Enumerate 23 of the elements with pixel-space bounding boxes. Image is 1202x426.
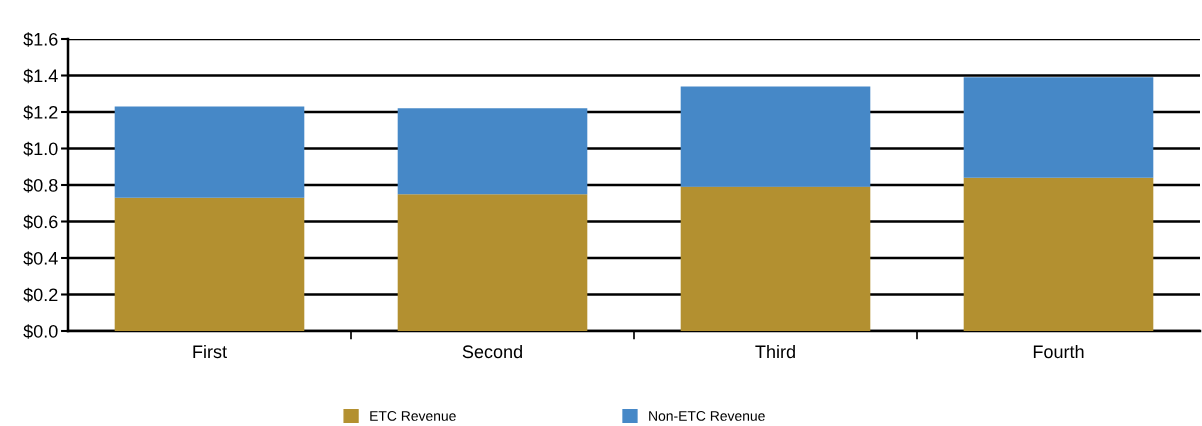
bar (963, 77, 1154, 178)
legend-label: ETC Revenue (370, 411, 456, 421)
x-tick-label: First (193, 344, 227, 359)
bar (397, 194, 588, 331)
bar (680, 86, 871, 187)
bar (114, 197, 305, 331)
x-tick-label: Third (755, 344, 795, 359)
x-tick-label: Second (462, 344, 522, 359)
y-tick-label: $0.2 (23, 287, 58, 303)
y-tick-label: $1.4 (23, 68, 58, 84)
bar (397, 108, 588, 195)
y-tick-label: $0.4 (23, 251, 58, 266)
bar (680, 186, 871, 331)
y-tick-label: $0.8 (23, 178, 58, 193)
y-tick-label: $0.0 (23, 324, 58, 339)
bar (963, 177, 1154, 331)
bar (114, 106, 305, 198)
y-tick-label: $1.2 (23, 105, 58, 120)
y-tick-label: $1.0 (23, 141, 58, 157)
legend-label: Non-ETC Revenue (649, 411, 765, 421)
y-tick-label: $0.6 (23, 214, 58, 230)
x-tick-label: Fourth (1033, 344, 1084, 359)
y-tick-label: $1.6 (23, 32, 58, 47)
